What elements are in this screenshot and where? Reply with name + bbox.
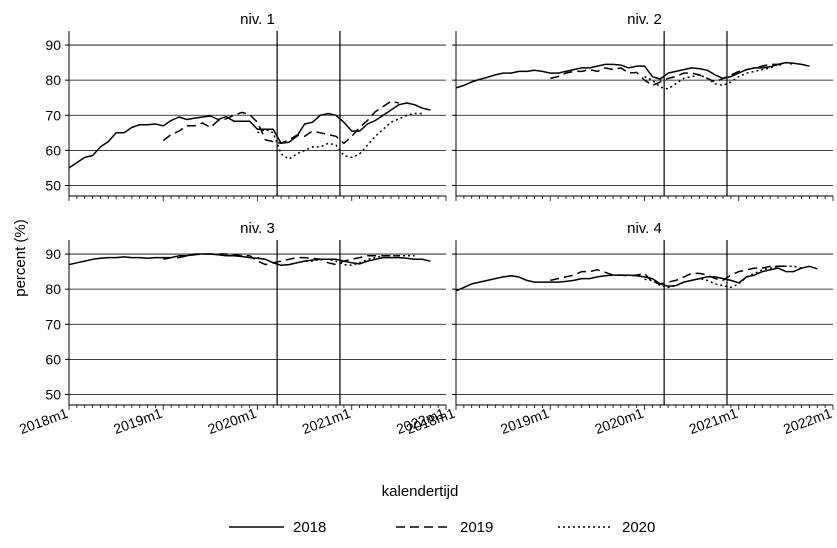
x-tick-label: 2021m1: [300, 405, 353, 437]
series-line-2018: [455, 265, 818, 292]
panel-1: niv. 1 50 60 70 80 90: [45, 11, 447, 201]
legend-label: 2018: [293, 519, 326, 536]
series-line-2020: [257, 255, 415, 267]
series-line-2018: [68, 253, 431, 267]
y-tick-label: 60: [45, 351, 61, 367]
legend-item-2020: 2020: [558, 519, 655, 536]
y-tick-label: 90: [45, 37, 61, 53]
series-line-2018: [455, 61, 810, 89]
legend-item-2019: 2019: [396, 519, 493, 536]
x-tick-label: 2019m1: [498, 405, 551, 437]
series-line-2019: [550, 63, 787, 87]
y-tick-label: 60: [45, 142, 61, 158]
y-tick-label: 50: [45, 386, 61, 402]
y-axis-title: percent (%): [12, 219, 29, 297]
y-tick-label: 50: [45, 177, 61, 193]
legend-item-2018: 2018: [229, 519, 326, 536]
y-tick-label: 80: [45, 72, 61, 88]
panel-title: niv. 3: [240, 220, 275, 237]
x-tick-label: 2020m1: [593, 405, 646, 437]
series-line-2020: [257, 112, 423, 160]
x-tick-label: 2018m1: [17, 405, 70, 437]
y-tick-label: 70: [45, 316, 61, 332]
x-tick-label: 2019m1: [111, 405, 164, 437]
y-tick-label: 80: [45, 281, 61, 297]
legend-label: 2020: [622, 519, 655, 536]
panel-3: niv. 3 50 60 70 80 90 2018m1 2019m1 2020m1 2021m1…: [17, 220, 447, 437]
y-tick-label: 70: [45, 107, 61, 123]
x-tick-label: 2021m1: [687, 405, 740, 437]
series-line-2019: [162, 100, 400, 145]
series-line-2020: [644, 265, 802, 289]
x-axis-title: kalendertijd: [382, 483, 459, 500]
panel-title: niv. 4: [627, 220, 662, 237]
panel-title: niv. 2: [627, 11, 662, 28]
series-line-2018: [68, 102, 431, 169]
series-line-2019: [550, 265, 786, 285]
x-tick-label: 2020m1: [206, 405, 259, 437]
x-tick-label: 2022m1: [781, 405, 834, 437]
panel-2: niv. 2: [452, 11, 834, 201]
panel-title: niv. 1: [240, 11, 275, 28]
y-tick-label: 90: [45, 246, 61, 262]
series-line-2019: [163, 253, 399, 266]
legend-label: 2019: [460, 519, 493, 536]
